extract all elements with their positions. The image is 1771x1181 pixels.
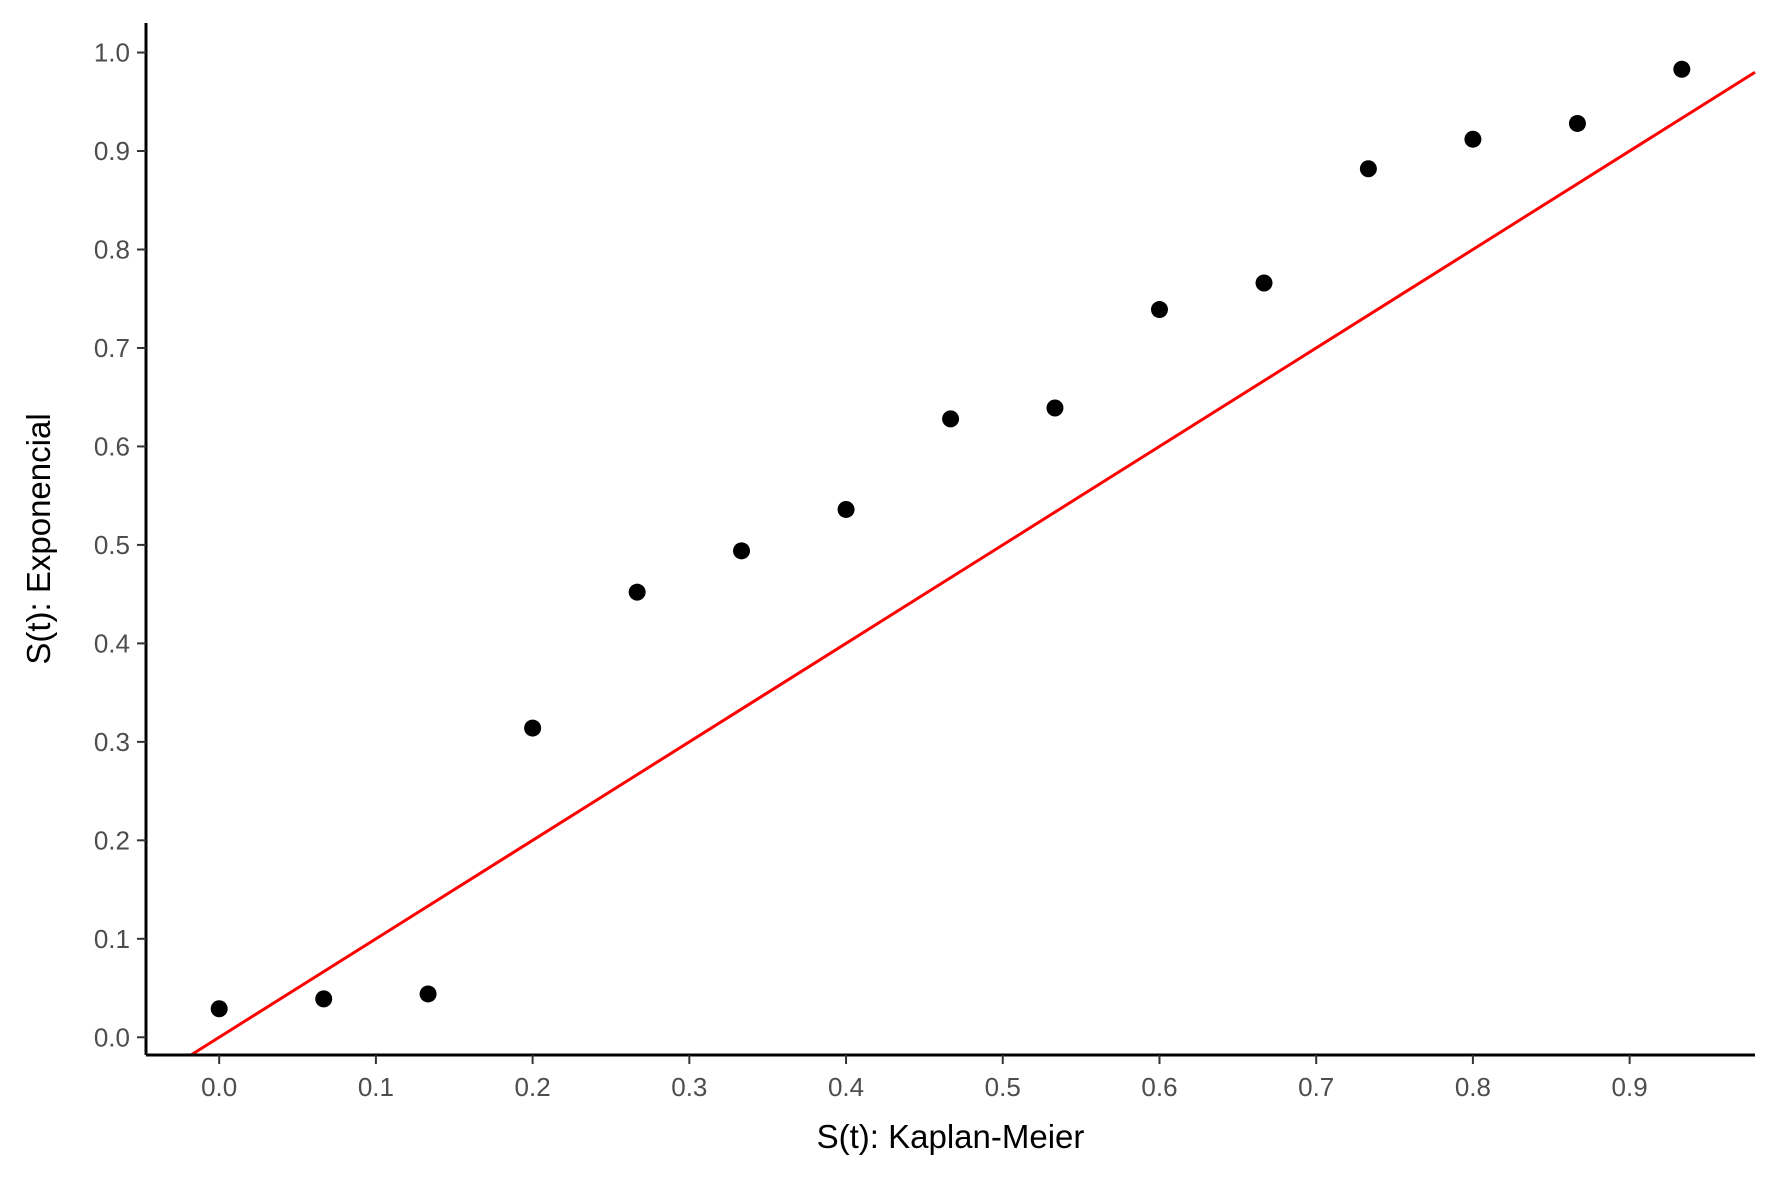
data-point (628, 583, 646, 601)
data-point (942, 410, 960, 428)
x-tick-label: 0.0 (201, 1072, 237, 1102)
x-tick-label: 0.7 (1298, 1072, 1334, 1102)
data-point (419, 985, 437, 1003)
y-tick-label: 0.1 (94, 924, 130, 954)
data-point (524, 719, 542, 737)
x-tick-label: 0.1 (358, 1072, 394, 1102)
x-tick-label: 0.9 (1612, 1072, 1648, 1102)
x-tick-label: 0.3 (671, 1072, 707, 1102)
data-point (1359, 160, 1377, 178)
y-tick-label: 0.8 (94, 234, 130, 264)
data-point (1255, 274, 1273, 292)
y-tick-label: 1.0 (94, 38, 130, 68)
y-tick-label: 0.0 (94, 1022, 130, 1052)
y-tick-label: 0.3 (94, 727, 130, 757)
x-tick-label: 0.5 (985, 1072, 1021, 1102)
x-axis: 0.0 0.1 0.2 0.3 0.4 0.5 0.6 0.7 0.8 0.9 (146, 1053, 1755, 1102)
data-point (210, 1000, 228, 1018)
x-tick-label: 0.2 (515, 1072, 551, 1102)
data-point (837, 500, 855, 518)
y-axis: 0.0 0.1 0.2 0.3 0.4 0.5 0.6 0.7 0.8 0.9 1.0 (94, 23, 148, 1055)
data-point (1673, 60, 1691, 78)
y-tick-label: 0.4 (94, 628, 130, 658)
y-tick-label: 0.2 (94, 825, 130, 855)
y-tick-label: 0.7 (94, 333, 130, 363)
x-tick-label: 0.4 (828, 1072, 864, 1102)
x-tick-label: 0.6 (1141, 1072, 1177, 1102)
data-point (315, 990, 333, 1008)
y-tick-label: 0.9 (94, 136, 130, 166)
y-tick-label: 0.5 (94, 530, 130, 560)
points-layer (210, 60, 1691, 1018)
reference-line (190, 70, 1756, 1057)
data-point (1464, 130, 1482, 148)
y-axis-title: S(t): Exponencial (20, 413, 57, 664)
data-point (733, 542, 751, 560)
data-point (1568, 114, 1586, 132)
y-tick-label: 0.6 (94, 431, 130, 461)
x-axis-title: S(t): Kaplan-Meier (817, 1118, 1085, 1155)
x-tick-label: 0.8 (1455, 1072, 1491, 1102)
data-point (1150, 301, 1168, 319)
data-point (1046, 399, 1064, 417)
reference-line-layer (190, 70, 1756, 1057)
